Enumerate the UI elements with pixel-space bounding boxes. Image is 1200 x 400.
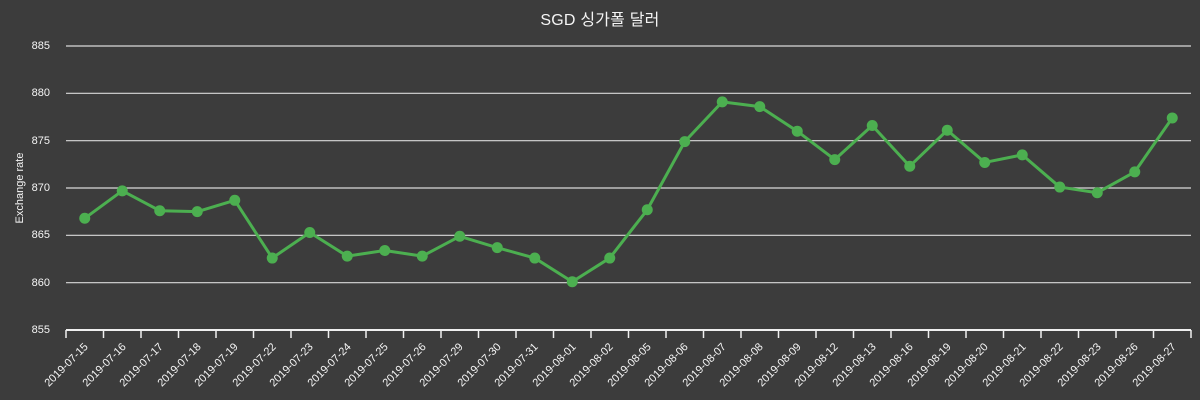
data-point — [379, 244, 391, 256]
data-point — [304, 226, 316, 238]
y-tick-label: 870 — [31, 182, 50, 194]
data-point — [1016, 149, 1028, 161]
data-point — [979, 156, 991, 168]
data-point — [416, 250, 428, 262]
data-point — [1129, 166, 1141, 178]
y-tick-label: 875 — [31, 134, 50, 147]
data-point — [191, 206, 203, 218]
data-point — [266, 252, 278, 264]
y-tick-label: 860 — [31, 276, 50, 289]
data-point — [904, 160, 916, 172]
y-tick-label: 855 — [31, 324, 50, 336]
data-point — [941, 124, 953, 136]
y-tick-label: 885 — [31, 40, 50, 52]
data-point — [154, 205, 166, 217]
data-point — [829, 154, 841, 166]
data-point — [529, 252, 541, 264]
y-tick-label: 880 — [31, 87, 50, 100]
data-point — [1166, 112, 1178, 124]
data-point — [716, 96, 728, 108]
data-point — [679, 136, 691, 148]
data-point — [791, 125, 803, 137]
data-point — [566, 276, 578, 288]
data-point — [79, 212, 91, 224]
data-point — [641, 204, 653, 216]
data-point — [116, 185, 128, 197]
data-point — [454, 230, 466, 242]
data-point — [1091, 187, 1103, 199]
data-point — [604, 252, 616, 264]
data-point — [229, 194, 241, 206]
chart-title: SGD 싱가폴 달러 — [540, 12, 660, 29]
series-line — [83, 100, 1174, 284]
data-point — [866, 120, 878, 132]
data-point — [754, 101, 766, 113]
y-tick-label: 865 — [31, 229, 50, 242]
data-point — [1054, 181, 1066, 193]
data-point — [491, 242, 503, 254]
data-point — [341, 250, 353, 262]
